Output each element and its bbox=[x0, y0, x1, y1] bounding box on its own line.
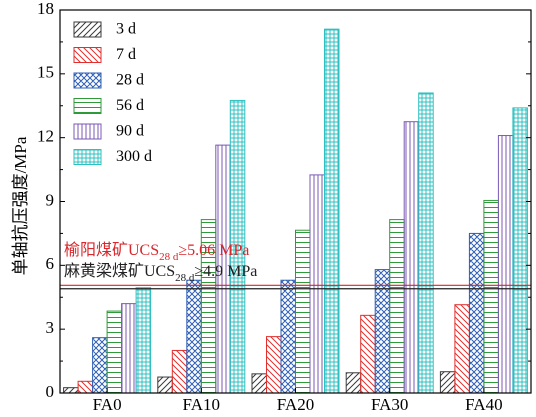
bar-7d-FA30 bbox=[360, 314, 376, 394]
reference-label-suffix: ≥5.06 MPa bbox=[178, 242, 249, 259]
legend-swatch bbox=[73, 149, 102, 165]
bar-90d-FA40 bbox=[497, 135, 514, 394]
legend-label: 90 d bbox=[116, 123, 144, 140]
bar-56d-FA30 bbox=[389, 219, 405, 394]
bar-90d-FA0 bbox=[121, 303, 137, 394]
bar-28d-FA10 bbox=[186, 279, 202, 394]
bar-7d-FA10 bbox=[171, 349, 188, 394]
y-tick-label: 15 bbox=[37, 63, 54, 82]
reference-label-prefix: 麻黄梁煤矿UCS bbox=[64, 262, 175, 280]
bar-7d-FA40 bbox=[454, 304, 470, 394]
legend-swatch bbox=[73, 47, 102, 63]
reference-label-prefix: 榆阳煤矿UCS bbox=[64, 241, 159, 259]
x-tick-label: FA10 bbox=[183, 395, 220, 414]
y-tick-label: 18 bbox=[37, 0, 54, 18]
y-tick-label: 0 bbox=[46, 382, 55, 401]
bars-group bbox=[63, 28, 528, 394]
bar-300d-FA0 bbox=[135, 287, 152, 394]
bar-28d-FA30 bbox=[374, 269, 391, 394]
legend-swatch bbox=[73, 123, 102, 140]
reference-label-2: 麻黄梁煤矿UCS28 d≥4.9 MPa bbox=[64, 262, 257, 284]
bar-90d-FA20 bbox=[309, 174, 325, 394]
bar-56d-FA0 bbox=[106, 310, 123, 394]
bar-28d-FA40 bbox=[468, 232, 485, 394]
legend-label: 3 d bbox=[116, 21, 136, 38]
bar-3d-FA40 bbox=[439, 371, 456, 394]
x-tick-label: FA40 bbox=[465, 395, 502, 414]
bar-90d-FA30 bbox=[403, 121, 420, 394]
y-tick-label: 6 bbox=[46, 254, 55, 273]
legend-label: 300 d bbox=[116, 148, 152, 165]
y-tick-label: 12 bbox=[37, 127, 54, 146]
legend-label: 7 d bbox=[116, 46, 136, 63]
legend-label: 56 d bbox=[116, 97, 144, 114]
legend-item-56d: 56 d bbox=[73, 97, 144, 114]
legend-swatch bbox=[73, 72, 102, 89]
legend-item-3d: 3 d bbox=[73, 21, 136, 38]
bar-56d-FA20 bbox=[295, 229, 311, 394]
bar-300d-FA30 bbox=[418, 92, 434, 394]
legend-swatch bbox=[73, 21, 102, 38]
bar-3d-FA30 bbox=[345, 372, 362, 394]
reference-label-subscript: 28 d bbox=[159, 251, 179, 263]
bar-56d-FA40 bbox=[483, 199, 499, 394]
x-tick-label: FA30 bbox=[371, 395, 408, 414]
bar-3d-FA0 bbox=[63, 387, 79, 394]
reference-label-1: 榆阳煤矿UCS28 d≥5.06 MPa bbox=[64, 241, 249, 263]
legend-label: 28 d bbox=[116, 72, 144, 89]
legend-item-90d: 90 d bbox=[73, 123, 144, 140]
bar-28d-FA20 bbox=[280, 279, 296, 394]
bar-300d-FA40 bbox=[512, 107, 528, 394]
legend-item-300d: 300 d bbox=[73, 148, 152, 165]
legend-item-28d: 28 d bbox=[73, 72, 144, 89]
y-axis-label: 单轴抗压强度/MPa bbox=[11, 136, 30, 275]
y-tick-label: 9 bbox=[46, 190, 55, 209]
axes: 0 3 6 9 12 15 18 FA0 FA10 FA20 FA30 FA40 bbox=[37, 0, 532, 414]
bar-3d-FA10 bbox=[157, 376, 173, 394]
reference-label-subscript: 28 d bbox=[175, 272, 195, 284]
x-tick-label: FA20 bbox=[277, 395, 314, 414]
bar-3d-FA20 bbox=[251, 373, 267, 394]
x-tick-label: FA0 bbox=[93, 395, 122, 414]
legend-item-7d: 7 d bbox=[73, 46, 136, 63]
bar-7d-FA20 bbox=[266, 336, 282, 394]
legend-swatch bbox=[73, 98, 102, 114]
bar-300d-FA20 bbox=[324, 28, 340, 394]
reference-label-suffix: ≥4.9 MPa bbox=[194, 263, 257, 280]
legend: 3 d 7 d 28 d 56 d 90 d 300 d bbox=[73, 21, 152, 165]
y-tick-label: 3 bbox=[46, 318, 55, 337]
bar-7d-FA0 bbox=[77, 380, 94, 394]
bar-28d-FA0 bbox=[92, 337, 108, 394]
